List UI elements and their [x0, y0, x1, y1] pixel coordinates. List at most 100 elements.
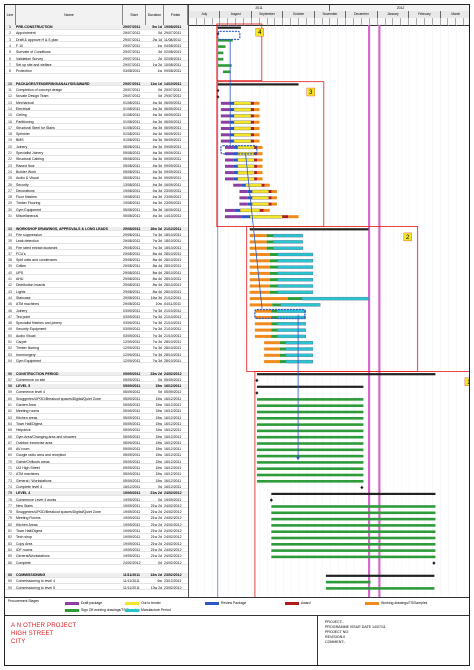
table-row[interactable]: 51 Carpet 12/09/2011 7w 3d 28/10/2011	[5, 340, 188, 345]
table-row[interactable]: 50 Audio Visual 03/09/2011 7w 3d 21/10/2011	[5, 334, 188, 339]
row-line: 21	[8, 151, 12, 155]
summary-row[interactable]: 75 LEVEL 4 19/09/2011 21w 2d 24/02/2012	[5, 491, 188, 496]
table-row[interactable]: 70 Game/Chillouts areas 05/09/2011 15w 16/12…	[5, 460, 188, 465]
summary-row[interactable]: 58 LEVEL 5 05/09/2011 15w 16/12/2011	[5, 384, 188, 389]
table-row[interactable]: 19 BMS 01/08/2011 4w 3d 06/09/2011	[5, 138, 188, 143]
row-start: 05/08/2011	[123, 176, 141, 181]
table-row[interactable]: 86 Complete 24/02/2012 0d 24/02/2012	[5, 561, 188, 566]
award-bar	[268, 190, 272, 193]
table-row[interactable]: 59 Commence level 4 05/09/2011 0d 05/09/2011	[5, 390, 188, 395]
table-row[interactable]: 64 Town Hall/Digma 05/09/2011 15w 16/12/2011	[5, 422, 188, 427]
table-row[interactable]: 34 Fire suppression 29/08/2011 7w 3d 18/10/2…	[5, 233, 188, 238]
row-finish: 18/10/2011	[164, 239, 182, 244]
table-row[interactable]: 61 Garden Area 05/09/2011 15w 16/12/2011	[5, 403, 188, 408]
table-row[interactable]: 38 Split units and condensers 29/08/2011 8w…	[5, 258, 188, 263]
table-row[interactable]: 28 Floor finishes 19/08/2011 4w 3d 23/09/201…	[5, 195, 188, 200]
summary-row[interactable]: 33 WORKSHOP DRAWINGS, APPROVALS & LONG LE…	[5, 226, 188, 232]
table-row[interactable]: 80 Kitchen Areas 19/09/2011 21w 2d 24/02/201…	[5, 523, 188, 528]
table-row[interactable]: 83 Copy Area 19/09/2011 21w 2d 24/02/2012	[5, 542, 188, 547]
table-row[interactable]: 77 New Stairs 19/09/2011 21w 2d 24/02/2012	[5, 504, 188, 509]
table-row[interactable]: 81 Town Hall/Digma 19/09/2011 21w 2d 24/02/2…	[5, 529, 188, 534]
table-row[interactable]: 69 Google radio area and reception 05/09/2…	[5, 453, 188, 458]
week-cell	[267, 18, 276, 25]
summary-row[interactable]: 56 CONSTRUCTION PERIOD 05/09/2011 23w 2d 24/…	[5, 371, 188, 377]
table-row[interactable]: 47 Tea point 03/09/2011 7w 3d 21/10/2011	[5, 315, 188, 320]
row-duration: 4w 3d	[152, 106, 162, 111]
table-row[interactable]: 15 Ceiling 01/08/2011 4w 3d 06/09/2011	[5, 113, 188, 118]
table-row[interactable]: 74 Complete level 4 16/12/2011 0d 16/12/2011	[5, 485, 188, 490]
table-row[interactable]: 57 Commence on site 05/09/2011 0d 05/09/2011	[5, 378, 188, 383]
table-row[interactable]: 46 Joinery 03/09/2011 7w 3d 21/10/2011	[5, 309, 188, 314]
row-finish: 02/08/2011	[164, 56, 182, 61]
table-row[interactable]: 66 Gym Area/Changing area and showers 05/0…	[5, 435, 188, 440]
table-row[interactable]: 7 Set up site and welfare 29/07/2011 1w 2d 1…	[5, 63, 188, 68]
table-row[interactable]: 72 ATM machines 05/09/2011 15w 16/12/2011	[5, 472, 188, 477]
table-row[interactable]: 68 AV room 05/09/2011 15w 16/12/2011	[5, 447, 188, 452]
table-row[interactable]: 21 Specialist Joinery 05/08/2011 4w 3d 09/09…	[5, 151, 188, 156]
table-row[interactable]: 39 Grilles 29/08/2011 8w 4d 28/10/2011	[5, 264, 188, 269]
table-row[interactable]: 79 Meeting Rooms 19/09/2011 21w 2d 24/02/201…	[5, 516, 188, 521]
row-finish: 16/12/2011	[164, 409, 182, 414]
table-row[interactable]: 4 F 10 29/07/2011 1w 04/08/2011	[5, 44, 188, 49]
table-row[interactable]: 3 Draft & approve H & S plan 29/07/2011 2w …	[5, 38, 188, 43]
table-row[interactable]: 60 Snuggeries/UPOD/Breakout spaces/Digita…	[5, 397, 188, 402]
table-row[interactable]: 20 Joinery 05/08/2011 4w 3d 09/09/2011	[5, 145, 188, 150]
table-row[interactable]: 37 FCU's 29/08/2011 8w 4d 28/10/2011	[5, 252, 188, 257]
table-row[interactable]: 52 Timber flooring 12/09/2011 7w 3d 28/10/20…	[5, 346, 188, 351]
table-row[interactable]: 24 Builder Work 05/08/2011 4w 3d 09/09/2011	[5, 170, 188, 175]
table-row[interactable]: 29 Timber Flooring 19/08/2011 4w 3d 23/09/20…	[5, 201, 188, 206]
summary-row[interactable]: 1 PRE-CONSTRUCTION 29/07/2011 5w 1d 19/08/20…	[5, 25, 188, 30]
table-row[interactable]: 22 Structural Cabling 05/08/2011 4w 3d 09/09…	[5, 157, 188, 162]
table-row[interactable]: 18 Sprinkler 01/08/2011 4w 3d 06/09/2011	[5, 132, 188, 137]
table-row[interactable]: 62 Meeting rooms 05/09/2011 15w 16/12/2011	[5, 409, 188, 414]
table-row[interactable]: 85 General/Workstations 19/09/2011 21w 2d 24…	[5, 554, 188, 559]
table-row[interactable]: 14 Electrical 01/08/2011 4w 3d 06/09/2011	[5, 107, 188, 112]
draft-package-bar	[239, 202, 248, 206]
summary-row[interactable]: 88 COMMISSIONING 11/11/2011 13w 2d 23/02/201…	[5, 573, 188, 578]
table-row[interactable]: 78 Snuggeries/UPOD/Breakout spaces/Digita…	[5, 510, 188, 515]
table-row[interactable]: 71 UIJ High Street 05/09/2011 15w 16/12/2011	[5, 466, 188, 471]
table-row[interactable]: 16 Partitioning 01/08/2011 4w 3d 06/09/2011	[5, 120, 188, 125]
table-row[interactable]: 67 Outdoor excercise area 05/09/2011 15w 16/…	[5, 441, 188, 446]
table-row[interactable]: 42 Distribution boards 29/08/2011 8w 4d 28/1…	[5, 283, 188, 288]
table-row[interactable]: 48 Specialist finishes and joinery 03/09/2…	[5, 321, 188, 326]
table-row[interactable]: 13 Mechanical 01/08/2011 4w 3d 06/09/2011	[5, 101, 188, 106]
table-row[interactable]: 63 Kitchen areas 05/09/2011 15w 16/12/2011	[5, 416, 188, 421]
table-row[interactable]: 44 Staircase 29/08/2011 16w 3d 21/12/2011	[5, 296, 188, 301]
table-row[interactable]: 41 AHU 29/08/2011 8w 4d 28/10/2011	[5, 277, 188, 282]
milestone-marker	[255, 378, 259, 383]
table-row[interactable]: 45 ATM machines 29/08/2011 10w 04/11/2011	[5, 302, 188, 307]
table-row[interactable]: 54 Gym Equipment 12/09/2011 7w 3d 28/10/2011	[5, 359, 188, 364]
table-row[interactable]: 31 Miscellaneous 05/08/2011 4w 3d 14/10/2011	[5, 214, 188, 219]
summary-row[interactable]: 10 PACKAGES/TENDERING/ANALYSIS/AWARD 29/07…	[5, 81, 188, 87]
table-row[interactable]: 2 Appointment 29/07/2011 0d 29/07/2011	[5, 31, 188, 36]
table-row[interactable]: 17 Structural Steel for Stairs 01/08/2011 4…	[5, 126, 188, 131]
table-row[interactable]: 35 Leak detection 29/08/2011 7w 3d 18/10/201…	[5, 239, 188, 244]
table-row[interactable]: 11 Completion of concept design 29/07/2011…	[5, 88, 188, 93]
table-row[interactable]: 6 Validation Survey 29/07/2011 2d 02/08/2011	[5, 57, 188, 62]
row-duration: 7w 3d	[152, 245, 162, 250]
row-duration: 16w 3d	[150, 295, 162, 300]
table-row[interactable]: 8 Protection 03/08/2011 1w 09/08/2011	[5, 69, 188, 74]
table-row[interactable]: 12 Novate Design Team 29/07/2011 0d 29/07/20…	[5, 94, 188, 99]
table-row[interactable]: 23 Raised floor 05/08/2011 4w 3d 09/09/2011	[5, 164, 188, 169]
table-row[interactable]: 43 Lights 29/08/2011 8w 4d 28/10/2011	[5, 290, 188, 295]
table-row[interactable]: 30 Gym Equipment 05/08/2011 5w 3d 16/09/2011	[5, 208, 188, 213]
working-drawings-bar	[249, 278, 270, 282]
table-row[interactable]: 84 IDF rooms 19/09/2011 21w 2d 24/02/2012	[5, 548, 188, 553]
table-row[interactable]: 53 Ironmongery 12/09/2011 7w 3d 28/10/2011	[5, 353, 188, 358]
week-cell	[448, 18, 457, 25]
table-row[interactable]: 82 Tech shop 19/09/2011 21w 2d 24/02/2012	[5, 535, 188, 540]
table-row[interactable]: 40 UPS 29/08/2011 8w 4d 28/10/2011	[5, 271, 188, 276]
table-row[interactable]: 73 General / Workstations 05/09/2011 15w 16/…	[5, 479, 188, 484]
table-row[interactable]: 49 Security Equipment 03/09/2011 7w 3d 21/10…	[5, 327, 188, 332]
table-row[interactable]: 5 Surrvate of Conditions 29/07/2011 3d 02/08…	[5, 50, 188, 55]
table-row[interactable]: 76 Commence Level 4 works 19/09/2011 0d 19/0…	[5, 498, 188, 503]
table-row[interactable]: 27 Decorations 19/08/2011 4w 3d 23/09/2011	[5, 189, 188, 194]
table-row[interactable]: 26 Security 13/08/2011 4w 3d 16/09/2011	[5, 183, 188, 188]
table-row[interactable]: 90 Commissioning to level 5 11/11/2011 13w …	[5, 586, 188, 591]
table-row[interactable]: 25 Audio & Visual 05/08/2011 4w 3d 09/09/201…	[5, 176, 188, 181]
table-row[interactable]: 89 Commissioning to level 4 11/11/2011 6w 23…	[5, 579, 188, 584]
table-row[interactable]: 36 Fire rated extract ductwork 29/08/2011 7…	[5, 246, 188, 251]
table-row[interactable]: 65 Helpdeck 05/09/2011 15w 16/12/2011	[5, 428, 188, 433]
